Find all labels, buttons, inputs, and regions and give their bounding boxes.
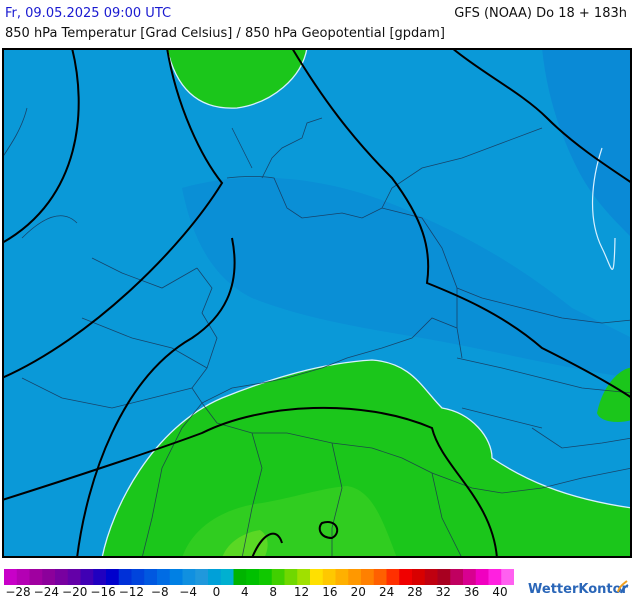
legend-swatch: [501, 569, 514, 585]
model-run: GFS (NOAA) Do 18 + 183h: [454, 6, 627, 21]
legend-label: −28: [5, 585, 31, 599]
legend-label: −20: [62, 585, 88, 599]
legend-swatch: [488, 569, 502, 585]
temperature-isoline: [101, 359, 632, 558]
legend-swatch: [118, 569, 132, 585]
brand-swirl-icon: [617, 580, 629, 594]
legend-swatch: [399, 569, 413, 585]
legend-swatch: [450, 569, 464, 585]
legend-label: 32: [435, 585, 451, 599]
legend-swatch: [80, 569, 94, 585]
valid-time: Fr, 09.05.2025 09:00 UTC: [5, 6, 172, 21]
legend-swatch: [437, 569, 451, 585]
legend-swatch: [386, 569, 400, 585]
map-subtitle: 850 hPa Temperatur [Grad Celsius] / 850 …: [5, 26, 446, 41]
legend-swatch: [106, 569, 120, 585]
legend-swatch: [271, 569, 285, 585]
legend-swatch: [131, 569, 145, 585]
legend-swatch: [195, 569, 209, 585]
legend-swatch: [259, 569, 273, 585]
legend-swatch: [4, 569, 18, 585]
legend-swatch: [144, 569, 158, 585]
legend-swatch: [310, 569, 324, 585]
geopotential-isolines: [2, 48, 632, 558]
legend-label: −24: [33, 585, 60, 599]
legend-swatch: [373, 569, 387, 585]
legend-swatch: [463, 569, 477, 585]
legend-swatch: [182, 569, 196, 585]
legend-label: 24: [378, 585, 395, 599]
temperature-field-warm-south: [102, 360, 632, 558]
temperature-field-warm-north: [167, 48, 307, 109]
legend-label: 4: [240, 585, 249, 599]
legend-label: −12: [118, 585, 145, 599]
legend-swatch: [93, 569, 107, 585]
legend-label: 36: [464, 585, 480, 599]
legend-swatch: [16, 569, 30, 585]
legend-swatch: [29, 569, 43, 585]
legend-label: 20: [350, 585, 366, 599]
legend-label: 0: [212, 585, 221, 599]
temperature-legend-colorbar: [4, 569, 514, 585]
legend-swatch: [424, 569, 438, 585]
legend-label: −16: [90, 585, 116, 599]
legend-swatch: [246, 569, 260, 585]
legend-swatch: [335, 569, 349, 585]
legend-swatch: [67, 569, 81, 585]
legend-swatch: [475, 569, 489, 585]
legend-label: 16: [322, 585, 338, 599]
temperature-field-colder: [182, 177, 632, 378]
legend-swatch: [297, 569, 311, 585]
legend-swatch: [208, 569, 222, 585]
legend-label: 40: [492, 585, 508, 599]
legend-swatch: [169, 569, 183, 585]
temperature-isoline-north: [166, 48, 308, 109]
legend-swatch: [412, 569, 426, 585]
map-frame: [2, 48, 632, 558]
temperature-field-warm-east: [597, 367, 632, 422]
legend-label: 28: [407, 585, 423, 599]
legend-swatch: [348, 569, 362, 585]
legend-label: 12: [293, 585, 310, 599]
legend-swatch: [220, 569, 234, 585]
country-borders: [2, 107, 632, 558]
legend-swatch: [322, 569, 336, 585]
legend-swatch: [42, 569, 56, 585]
legend-label: 8: [269, 585, 277, 599]
legend-label: −8: [150, 585, 169, 599]
legend-swatch: [284, 569, 298, 585]
temperature-field-colder-north: [542, 48, 632, 238]
legend-swatch: [157, 569, 171, 585]
legend-swatch: [55, 569, 69, 585]
legend-swatch: [361, 569, 375, 585]
legend-swatch: [233, 569, 247, 585]
temperature-isoline-east: [591, 147, 616, 270]
brand-logo[interactable]: WetterKontor: [528, 582, 628, 597]
legend-label: −4: [179, 585, 197, 599]
weather-map: [2, 48, 632, 558]
